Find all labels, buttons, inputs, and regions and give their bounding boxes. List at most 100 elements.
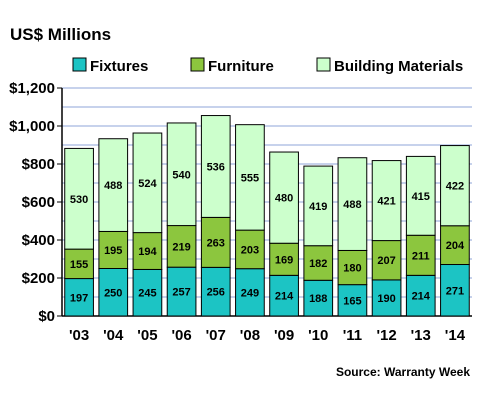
bar-segment-furniture (166, 225, 197, 268)
bar-segment-building-materials (235, 124, 265, 231)
bar-segment-fixtures (166, 266, 197, 317)
data-label-fixtures: 250 (104, 287, 122, 299)
data-label-building-materials: 488 (343, 199, 361, 211)
data-label-building-materials: 488 (104, 180, 122, 192)
bar-segment-building-materials (405, 155, 436, 236)
x-tick-label: '06 (171, 327, 191, 344)
bar-segment-building-materials (98, 138, 129, 232)
bar-segment-fixtures (405, 274, 436, 317)
y-tick-label: $600 (22, 194, 55, 211)
data-label-fixtures: 214 (275, 291, 294, 303)
bar-segment-fixtures (303, 279, 334, 317)
bar-segment-furniture (303, 245, 334, 281)
y-tick-label: $200 (22, 270, 55, 287)
bar-segment-building-materials (440, 145, 470, 227)
bar-segment-building-materials (371, 160, 402, 242)
legend-swatch-fixtures (72, 57, 87, 72)
y-tick-label: $1,200 (9, 80, 55, 97)
bar-segment-building-materials (269, 151, 299, 244)
bar-segment-furniture (405, 234, 436, 276)
bar-segment-fixtures (440, 264, 470, 317)
data-label-building-materials: 422 (446, 181, 464, 193)
data-label-furniture: 195 (104, 245, 122, 257)
bar-segment-furniture (64, 248, 94, 280)
source-note: Source: Warranty Week (336, 365, 470, 379)
bar-segment-fixtures (235, 268, 265, 317)
data-label-furniture: 180 (343, 263, 361, 275)
bar-segment-fixtures (371, 279, 402, 317)
plot-area: $0 $200 $400 $600 $800 $1,000 $1,200 197 155 530 '… (9, 80, 472, 344)
data-label-fixtures: 256 (207, 287, 225, 299)
y-tick-label: $0 (38, 308, 55, 325)
bar-segment-fixtures (337, 284, 368, 317)
bar-segment-furniture (98, 230, 129, 269)
x-tick-label: '07 (206, 327, 226, 344)
bar-segment-building-materials (337, 157, 368, 251)
data-label-fixtures: 197 (70, 292, 88, 304)
data-label-building-materials: 536 (207, 161, 225, 173)
bar-segment-fixtures (132, 268, 163, 317)
data-label-building-materials: 480 (275, 193, 293, 205)
data-label-fixtures: 249 (241, 287, 259, 299)
chart-title: US$ Millions (10, 25, 111, 44)
x-tick-label: '11 (343, 327, 362, 344)
bar-segment-fixtures (269, 274, 299, 317)
y-tick-label: $1,000 (9, 118, 55, 135)
bar-segment-fixtures (64, 278, 94, 317)
data-label-building-materials: 540 (172, 169, 190, 181)
bar-segment-fixtures (200, 266, 231, 317)
x-tick-label: '13 (411, 327, 431, 344)
data-label-furniture: 263 (207, 237, 225, 249)
data-label-building-materials: 530 (70, 194, 88, 206)
x-tick-label: '04 (103, 327, 124, 344)
bar-segment-furniture (235, 229, 265, 270)
data-label-fixtures: 188 (309, 293, 327, 305)
x-tick-label: '08 (240, 327, 260, 344)
data-label-furniture: 169 (275, 254, 293, 266)
bar-segment-furniture (200, 216, 231, 268)
bar-segment-building-materials (303, 165, 334, 247)
legend-swatch-furniture (190, 57, 205, 72)
data-label-furniture: 155 (70, 259, 88, 271)
x-tick-label: '09 (274, 327, 294, 344)
bar-segment-building-materials (166, 122, 197, 227)
x-tick-label: '14 (445, 327, 466, 344)
data-label-furniture: 182 (309, 258, 327, 270)
legend-label-building-materials: Building Materials (334, 58, 463, 75)
data-label-fixtures: 190 (377, 293, 395, 305)
legend: Fixtures Furniture Building Materials (72, 57, 463, 75)
data-label-furniture: 211 (412, 250, 430, 262)
data-label-furniture: 203 (241, 244, 259, 256)
data-label-fixtures: 245 (138, 288, 156, 300)
data-label-building-materials: 524 (138, 178, 157, 190)
bar-segment-furniture (440, 225, 470, 266)
data-label-furniture: 207 (377, 255, 395, 267)
bar-segment-building-materials (64, 147, 94, 250)
data-label-building-materials: 419 (309, 201, 327, 213)
data-label-fixtures: 271 (446, 285, 464, 297)
y-tick-label: $800 (22, 156, 55, 173)
bar-segment-building-materials (200, 115, 231, 218)
data-label-furniture: 204 (446, 240, 465, 252)
x-tick-label: '10 (308, 327, 328, 344)
x-tick-label: '12 (376, 327, 396, 344)
data-label-fixtures: 165 (343, 295, 361, 307)
x-tick-label: '05 (137, 327, 157, 344)
data-label-fixtures: 257 (172, 287, 190, 299)
y-tick-label: $400 (22, 232, 55, 249)
data-label-fixtures: 214 (412, 291, 431, 303)
data-label-furniture: 194 (138, 246, 157, 258)
data-label-building-materials: 421 (377, 196, 395, 208)
data-label-building-materials: 555 (241, 172, 259, 184)
bar-segment-furniture (337, 249, 368, 286)
bar-segment-building-materials (132, 132, 163, 234)
x-tick-label: '03 (69, 327, 89, 344)
legend-label-fixtures: Fixtures (90, 58, 148, 75)
legend-label-furniture: Furniture (208, 58, 274, 75)
legend-swatch-building-materials (316, 57, 331, 72)
bar-segment-furniture (132, 232, 163, 270)
data-label-building-materials: 415 (412, 191, 430, 203)
data-label-furniture: 219 (172, 241, 190, 253)
bar-segment-furniture (269, 242, 299, 276)
